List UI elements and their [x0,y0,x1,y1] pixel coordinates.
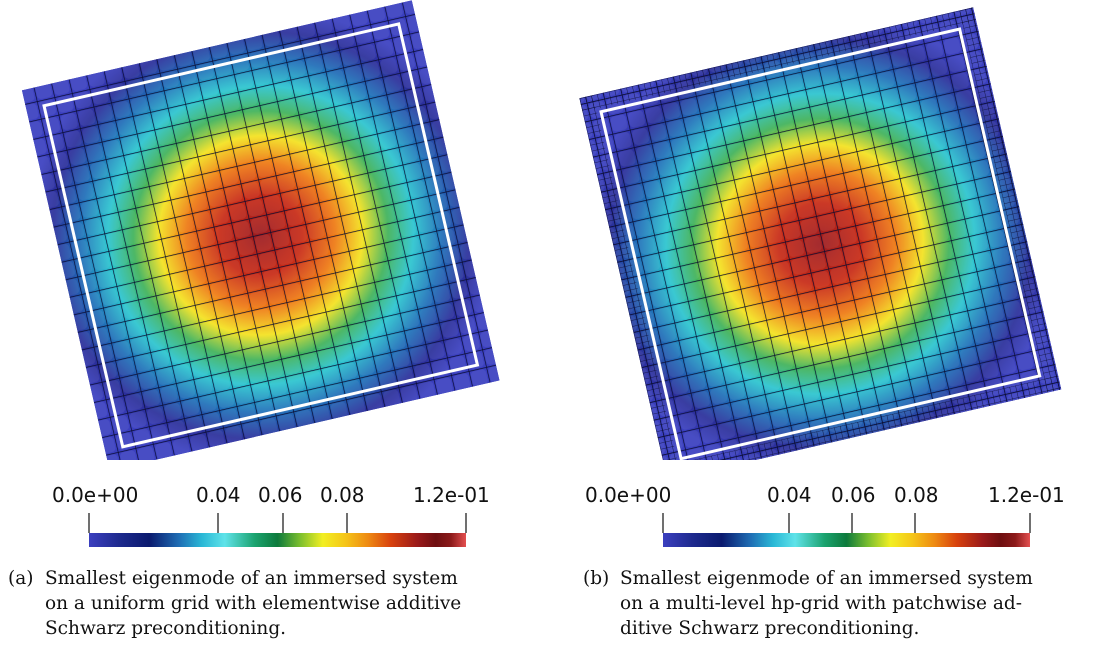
caption-tag: (a) [8,568,34,589]
caption-line: Smallest eigenmode of an immersed system [620,568,1033,589]
immersed-boundary-b [599,27,1042,460]
domain-mesh-a [21,0,500,460]
figure-panel-b: 0.0e+00 0.04 0.06 0.08 1.2e-01 [551,0,1102,653]
caption-line: ditive Schwarz preconditioning. [620,618,920,639]
caption-line: Smallest eigenmode of an immersed system [45,568,458,589]
caption-tag: (b) [583,568,610,589]
caption-line: on a multi-level hp-grid with patchwise … [620,593,1022,614]
colorbar-min-label: 0.0e+00 [52,483,139,507]
eigenmode-plot-a [21,0,500,460]
colorbar-max-label: 1.2e-01 [988,483,1065,507]
eigenmode-plot-b [579,7,1062,460]
immersed-boundary-a [42,22,480,449]
colorbar-tick-label: 0.08 [894,483,939,507]
colorbar-tick-label: 0.04 [767,483,812,507]
colorbar-tick-label: 0.06 [258,483,303,507]
colorbar-labels-b: 0.0e+00 0.04 0.06 0.08 1.2e-01 [551,483,1102,513]
caption-line: Schwarz preconditioning. [45,618,287,639]
colorbar-labels-a: 0.0e+00 0.04 0.06 0.08 1.2e-01 [0,483,551,513]
colorbar-tick-label: 0.08 [320,483,365,507]
caption-line: on a uniform grid with elementwise addit… [45,593,462,614]
colorbar-max-label: 1.2e-01 [413,483,490,507]
colorbar-tick-label: 0.06 [831,483,876,507]
colorbar-tick-label: 0.04 [196,483,241,507]
colorbar-min-label: 0.0e+00 [585,483,672,507]
domain-mesh-b [579,7,1062,460]
figure-panel-a: 0.0e+00 0.04 0.06 0.08 1.2e-01 [0,0,551,639]
colorbar-a [88,513,467,547]
colorbar-b [662,513,1031,547]
